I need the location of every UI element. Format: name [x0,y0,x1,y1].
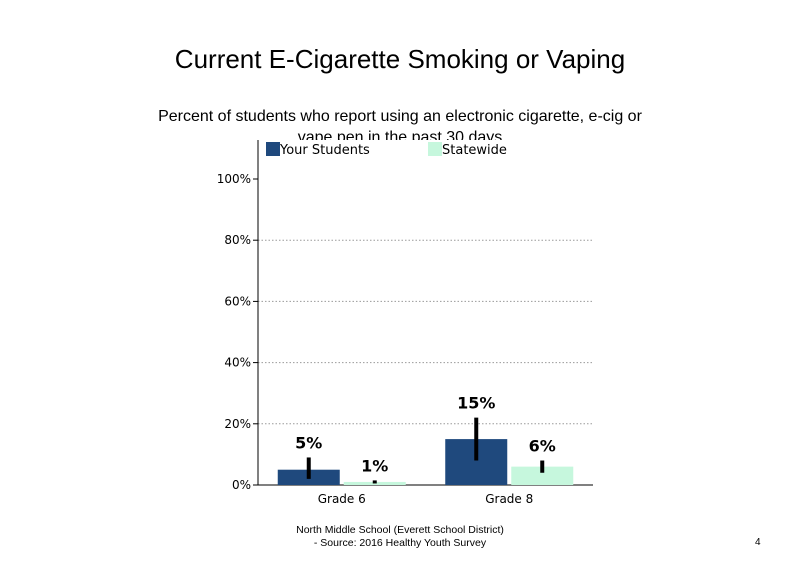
gridlines [258,239,593,425]
data-label: 15% [457,394,495,413]
bars: 5% 1% 15% 6% [277,394,574,485]
page-number: 4 [755,537,761,548]
chart-title: Current E-Cigarette Smoking or Vaping [174,44,626,74]
y-tick-label: 60% [224,294,251,308]
legend-swatch [266,142,280,156]
bar-statewide [511,466,574,485]
x-tick-label: Grade 8 [485,492,533,506]
y-tick-label: 0% [232,478,251,492]
legend-swatch [428,142,442,156]
x-tick-label: Grade 6 [318,492,366,506]
footer-source: - Source: 2016 Healthy Youth Survey [313,537,487,549]
footer-school: North Middle School (Everett School Dist… [296,524,504,536]
x-tick-labels: Grade 6 Grade 8 [318,492,534,506]
y-ticks: 0% 20% 40% 60% 80% 100% [217,172,258,492]
y-tick-label: 100% [217,172,251,186]
y-tick-label: 80% [224,233,251,247]
data-label: 5% [295,433,322,452]
legend-label: Statewide [442,143,507,158]
y-tick-label: 20% [224,417,251,431]
chart-subtitle: Percent of students who report using an … [158,108,642,140]
y-tick-label: 40% [224,356,251,370]
data-label: 1% [361,456,388,475]
legend-label: Your Students [279,143,370,158]
legend: Your Students Statewide [266,142,507,158]
data-label: 6% [529,437,556,456]
footer: North Middle School (Everett School Dist… [250,524,550,550]
